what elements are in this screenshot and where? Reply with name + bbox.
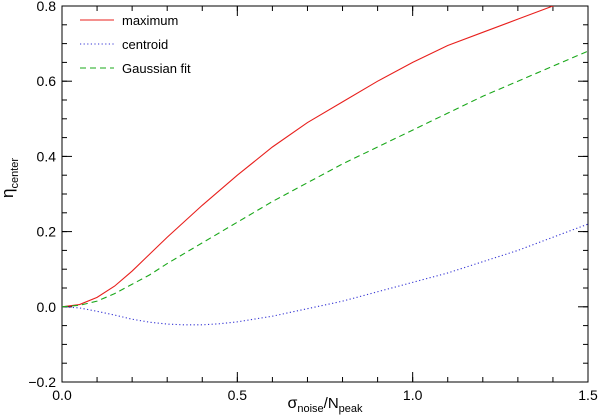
x-axis-label: σnoise/Npeak [287,395,363,415]
x-axis-label-sub1: noise [297,403,323,415]
x-tick-label: 1.5 [578,387,598,403]
legend-label: maximum [122,13,178,28]
y-tick-label: −0.2 [28,374,56,390]
series-line-gaussian-fit [62,50,588,308]
svg-text:σnoise/Npeak: σnoise/Npeak [287,395,363,415]
legend-label: Gaussian fit [122,61,191,76]
plot-layer: 0.0 0.5 1.0 1.5−0.20.00.20.40.60.8maximumce… [28,0,598,403]
y-tick-label: 0.2 [37,224,57,240]
y-tick-label: 0.6 [37,73,57,89]
x-axis-label-main: σ [287,395,297,412]
y-axis-label-main: η [0,189,17,198]
svg-text:ηcenter: ηcenter [0,158,21,198]
y-axis-label: ηcenter [0,158,21,198]
x-axis-label-sub2: peak [339,403,363,415]
legend-label: centroid [122,37,168,52]
series-line-maximum [62,6,555,308]
series-line-centroid [62,223,588,326]
x-tick-label: 0.0 [52,387,72,403]
x-tick-label: 1.0 [403,387,423,403]
y-axis-label-sub: center [9,158,21,189]
y-tick-label: 0.8 [37,0,57,14]
y-tick-label: 0.0 [37,299,57,315]
x-axis-label-mid: /N [324,395,339,412]
y-tick-label: 0.4 [37,148,57,164]
x-tick-label: 0.5 [228,387,248,403]
